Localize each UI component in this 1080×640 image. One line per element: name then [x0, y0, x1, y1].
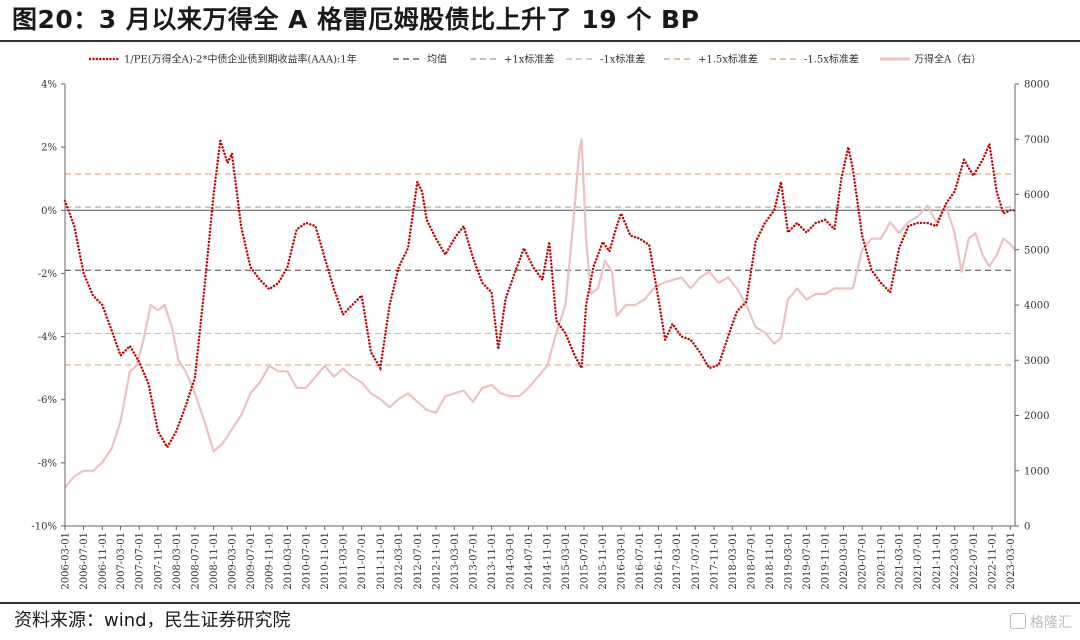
x-tick-label: 2012-03-01: [394, 532, 405, 590]
x-tick-label: 2021-03-01: [895, 532, 906, 590]
legend-label: +1.5x标准差: [698, 53, 758, 66]
x-tick-label: 2007-03-01: [116, 532, 127, 590]
figure-title: 图20：3 月以来万得全 A 格雷厄姆股债比上升了 19 个 BP: [12, 5, 700, 34]
title-rule: [0, 40, 1080, 42]
x-tick-label: 2020-11-01: [876, 532, 887, 590]
y-left-tick-label: -10%: [31, 522, 57, 533]
y-left-tick-label: 0%: [41, 206, 57, 217]
x-tick-label: 2011-11-01: [376, 532, 387, 590]
x-tick-label: 2007-11-01: [153, 532, 164, 590]
series-wind-all-a: [64, 138, 1016, 489]
x-tick-label: 2013-03-01: [450, 532, 461, 590]
x-tick-label: 2015-03-01: [561, 532, 572, 590]
watermark-logo-icon: [1010, 613, 1026, 629]
x-tick-label: 2007-07-01: [135, 532, 146, 590]
x-tick-label: 2008-11-01: [209, 532, 220, 590]
x-tick-label: 2013-11-01: [487, 532, 498, 590]
y-right-tick-label: 6000: [1024, 190, 1049, 201]
x-tick-label: 2020-07-01: [858, 532, 869, 590]
footer-rule: [0, 602, 1080, 604]
y-left-tick-label: -2%: [38, 269, 57, 280]
y-left-tick-label: -4%: [38, 332, 57, 343]
x-tick-label: 2021-11-01: [932, 532, 943, 590]
x-tick-label: 2016-03-01: [617, 532, 628, 590]
watermark-text: 格隆汇: [1030, 615, 1072, 631]
y-axis-left: 4% 2% 0% -2% -4% -6% -8% -10%: [31, 80, 65, 533]
x-tick-label: 2011-03-01: [339, 532, 350, 590]
series-equity-bond-spread: [63, 139, 1017, 450]
y-right-tick-label: 1000: [1024, 466, 1049, 477]
chart-legend: 1/PE(万得全A)-2*中债企业债到期收益率(AAA):1年 均值 +1x标准差 -…: [88, 53, 981, 66]
y-right-tick-label: 3000: [1024, 356, 1049, 367]
legend-label: 均值: [427, 53, 447, 66]
y-right-tick-label: 7000: [1024, 135, 1049, 146]
legend-item-5: +1.5x标准差: [664, 53, 758, 66]
x-tick-label: 2022-03-01: [950, 532, 961, 590]
x-tick-label: 2022-07-01: [969, 532, 980, 590]
series-line-spread: [63, 139, 1017, 450]
x-tick-label: 2006-07-01: [79, 532, 90, 590]
y-axis-right: 8000 7000 6000 5000 4000 3000 2000 1000 0: [1015, 80, 1049, 533]
legend-label: +1x标准差: [504, 53, 554, 66]
legend-label: -1x标准差: [600, 53, 645, 66]
x-tick-label: 2014-03-01: [505, 532, 516, 590]
watermark: 格隆汇: [1010, 612, 1072, 634]
x-tick-label: 2012-07-01: [413, 532, 424, 590]
legend-label: 1/PE(万得全A)-2*中债企业债到期收益率(AAA):1年: [124, 53, 357, 66]
legend-item-2: 均值: [393, 53, 447, 66]
x-tick-label: 2010-11-01: [320, 532, 331, 590]
x-tick-label: 2019-07-01: [802, 532, 813, 590]
y-right-tick-label: 2000: [1024, 411, 1049, 422]
x-tick-label: 2018-07-01: [746, 532, 757, 590]
x-tick-label: 2020-03-01: [839, 532, 850, 590]
y-left-tick-label: 2%: [41, 143, 57, 154]
x-tick-label: 2023-03-01: [1006, 532, 1017, 590]
legend-label: -1.5x标准差: [804, 53, 859, 66]
x-tick-label: 2009-11-01: [265, 532, 276, 590]
x-tick-label: 2010-07-01: [302, 532, 313, 590]
legend-item-4: -1x标准差: [566, 53, 645, 66]
x-tick-label: 2017-07-01: [691, 532, 702, 590]
x-tick-label: 2008-03-01: [172, 532, 183, 590]
x-tick-label: 2018-03-01: [728, 532, 739, 590]
x-tick-label: 2015-07-01: [580, 532, 591, 590]
legend-label: 万得全A（右）: [914, 53, 981, 66]
legend-item-1: 1/PE(万得全A)-2*中债企业债到期收益率(AAA):1年: [88, 53, 357, 66]
x-tick-label: 2009-07-01: [246, 532, 257, 590]
x-tick-label: 2017-03-01: [672, 532, 683, 590]
x-tick-label: 2008-07-01: [190, 532, 201, 590]
chart: 1/PE(万得全A)-2*中债企业债到期收益率(AAA):1年 均值 +1x标准差 -…: [31, 53, 1049, 590]
x-tick-label: 2006-11-01: [98, 532, 109, 590]
x-tick-label: 2015-11-01: [598, 532, 609, 590]
x-tick-label: 2018-11-01: [765, 532, 776, 590]
y-right-tick-label: 5000: [1024, 245, 1049, 256]
x-tick-label: 2013-07-01: [468, 532, 479, 590]
x-tick-label: 2006-03-01: [61, 532, 72, 590]
x-tick-label: 2022-11-01: [988, 532, 999, 590]
x-axis: 2006-03-01 2006-07-01 2006-11-01 2007-03-01…: [61, 526, 1017, 590]
x-tick-label: 2016-07-01: [635, 532, 646, 590]
x-tick-label: 2011-07-01: [357, 532, 368, 590]
x-tick-label: 2019-11-01: [821, 532, 832, 590]
series-line-wind: [64, 138, 1016, 489]
x-tick-label: 2014-07-01: [524, 532, 535, 590]
x-tick-label: 2009-03-01: [227, 532, 238, 590]
source-note: 资料来源：wind，民生证券研究院: [14, 610, 291, 631]
legend-item-7: 万得全A（右）: [880, 53, 981, 66]
x-tick-label: 2021-07-01: [913, 532, 924, 590]
y-right-tick-label: 0: [1024, 522, 1030, 533]
x-tick-label: 2012-11-01: [432, 532, 443, 590]
y-left-tick-label: -6%: [38, 395, 57, 406]
legend-item-6: -1.5x标准差: [770, 53, 859, 66]
x-tick-label: 2010-03-01: [283, 532, 294, 590]
x-tick-label: 2019-03-01: [783, 532, 794, 590]
y-right-tick-label: 8000: [1024, 80, 1049, 91]
x-tick-label: 2016-11-01: [654, 532, 665, 590]
x-tick-label: 2014-11-01: [543, 532, 554, 590]
y-left-tick-label: 4%: [41, 80, 57, 91]
y-right-tick-label: 4000: [1024, 301, 1049, 312]
y-left-tick-label: -8%: [38, 458, 57, 469]
x-tick-label: 2017-11-01: [710, 532, 721, 590]
legend-item-3: +1x标准差: [470, 53, 554, 66]
